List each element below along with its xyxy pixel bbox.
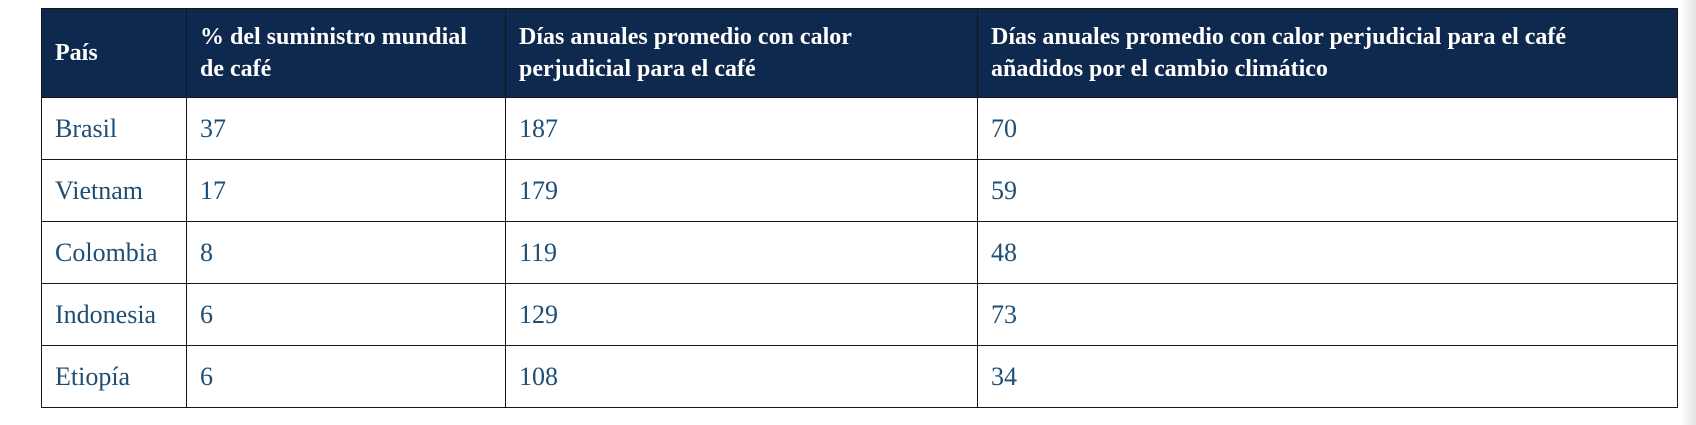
column-header-supply-pct: % del suministro mundial de café [186,8,506,98]
cell-harmful-heat-days: 119 [505,221,978,284]
column-header-added-heat-days: Días anuales promedio con calor perjudic… [977,8,1678,98]
cell-harmful-heat-days: 108 [505,345,978,408]
cell-added-heat-days: 73 [977,283,1678,346]
cell-added-heat-days: 48 [977,221,1678,284]
scrollbar-track[interactable] [1680,0,1696,425]
cell-supply-pct: 6 [186,345,506,408]
table-row: Vietnam 17 179 59 [41,159,1678,222]
cell-harmful-heat-days: 187 [505,97,978,160]
column-header-harmful-heat-days: Días anuales promedio con calor perjudic… [505,8,978,98]
cell-harmful-heat-days: 129 [505,283,978,346]
cell-country: Vietnam [41,159,187,222]
table-row: Brasil 37 187 70 [41,97,1678,160]
column-header-country: País [41,8,187,98]
cell-supply-pct: 37 [186,97,506,160]
table-row: Etiopía 6 108 34 [41,345,1678,408]
cell-country: Colombia [41,221,187,284]
cell-country: Etiopía [41,345,187,408]
cell-added-heat-days: 70 [977,97,1678,160]
cell-added-heat-days: 59 [977,159,1678,222]
table-header-row: País % del suministro mundial de café Dí… [41,8,1678,98]
cell-added-heat-days: 34 [977,345,1678,408]
cell-supply-pct: 6 [186,283,506,346]
cell-country: Indonesia [41,283,187,346]
cell-supply-pct: 17 [186,159,506,222]
table-row: Colombia 8 119 48 [41,221,1678,284]
cell-country: Brasil [41,97,187,160]
cell-supply-pct: 8 [186,221,506,284]
cell-harmful-heat-days: 179 [505,159,978,222]
table-row: Indonesia 6 129 73 [41,283,1678,346]
coffee-climate-table: País % del suministro mundial de café Dí… [41,8,1678,408]
